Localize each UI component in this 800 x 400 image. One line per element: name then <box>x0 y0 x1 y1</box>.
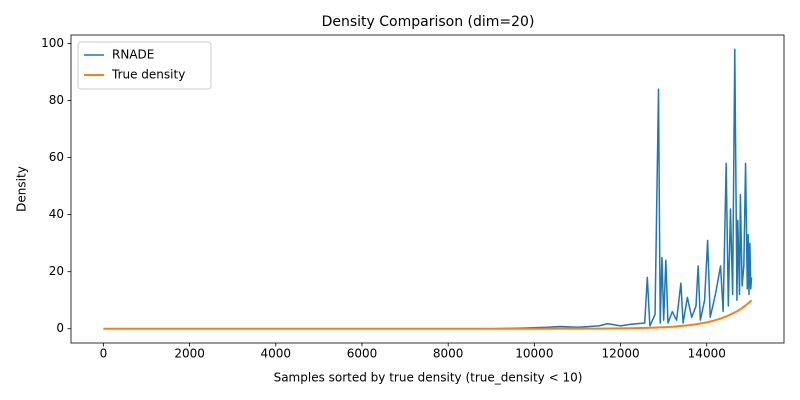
x-tick-label: 10000 <box>515 347 553 361</box>
y-tick-label: 20 <box>49 264 64 278</box>
y-axis-label: Density <box>15 166 29 212</box>
legend-label: True density <box>111 68 185 82</box>
x-tick-label: 2000 <box>174 347 205 361</box>
y-tick-label: 40 <box>49 207 64 221</box>
data-line <box>103 299 753 330</box>
x-tick-label: 4000 <box>261 347 292 361</box>
y-tick-label: 100 <box>41 36 64 50</box>
x-tick-label: 0 <box>100 347 108 361</box>
x-axis-label: Samples sorted by true density (true_den… <box>274 371 583 385</box>
y-tick-label: 80 <box>49 93 64 107</box>
chart-title: Density Comparison (dim=20) <box>322 14 535 30</box>
x-tick-label: 14000 <box>688 347 726 361</box>
legend-label: RNADE <box>112 48 154 62</box>
plot-frame <box>70 34 785 344</box>
y-tick-label: 0 <box>56 321 64 335</box>
x-tick-label: 6000 <box>347 347 378 361</box>
x-tick-label: 8000 <box>433 347 464 361</box>
data-line <box>103 48 753 330</box>
y-tick-label: 60 <box>49 150 64 164</box>
x-tick-label: 12000 <box>601 347 639 361</box>
legend-box <box>77 41 212 90</box>
